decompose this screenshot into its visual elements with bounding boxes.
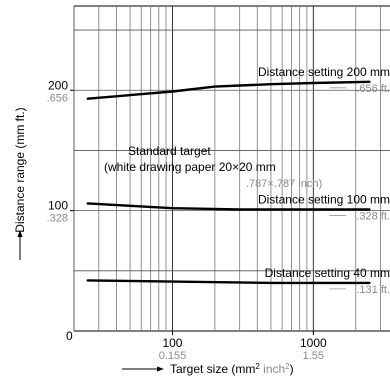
annotation-line2: (white drawing paper 20×20 mm <box>104 160 276 174</box>
x-axis-label-inch: inch <box>263 362 285 376</box>
y-tick-label: 200 <box>48 78 68 92</box>
origin-label: 0 <box>66 329 73 343</box>
series-line-1 <box>86 80 371 100</box>
x-axis-title: Target size (mm2 inch2) <box>122 362 294 377</box>
y-tick-label-ft: .328 <box>47 213 68 225</box>
annotation-line1: Standard target <box>128 144 211 158</box>
series-labels: Distance setting 200 mm .656 ft. Distance … <box>258 65 390 296</box>
series-line-3 <box>86 279 371 285</box>
y-axis-title: Distance range (mm ft.) <box>13 107 27 260</box>
x-axis-label-mm: Target size (mm <box>170 362 255 376</box>
y-axis-arrow-head <box>17 230 23 237</box>
x-axis-label-inch-exp: 2 <box>285 362 290 371</box>
series-lines <box>86 80 371 285</box>
x-axis-label-close: ) <box>290 362 294 376</box>
x-tick-label: 100 <box>162 336 182 350</box>
x-axis-label-exp: 2 <box>255 362 260 371</box>
grid <box>73 6 390 331</box>
series-ft-label-3: .131 ft. <box>356 284 390 296</box>
y-tick-label: 100 <box>48 199 68 213</box>
x-axis-label: Target size (mm2 inch2) <box>170 362 294 377</box>
annotation-line3: .787×.787 inch) <box>246 178 322 190</box>
x-tick-label: 1000 <box>300 336 327 350</box>
series-line-2 <box>86 202 371 211</box>
annotation: Standard target (white drawing paper 20×… <box>104 144 322 190</box>
x-tick-label-inch: 1.55 <box>303 350 324 362</box>
y-tick-label-ft: .656 <box>47 92 68 104</box>
x-axis-arrow-head <box>157 366 164 372</box>
series-ft-label-2: .328 ft. <box>356 210 390 222</box>
series-label-2: Distance setting 100 mm <box>258 192 390 206</box>
x-tick-label-inch: 0.155 <box>159 350 187 362</box>
series-label-1: Distance setting 200 mm <box>258 65 390 79</box>
series-label-3: Distance setting 40 mm <box>265 266 390 280</box>
series-ft-label-1: .656 ft. <box>356 83 390 95</box>
y-axis-label: Distance range (mm ft.) <box>13 107 27 232</box>
